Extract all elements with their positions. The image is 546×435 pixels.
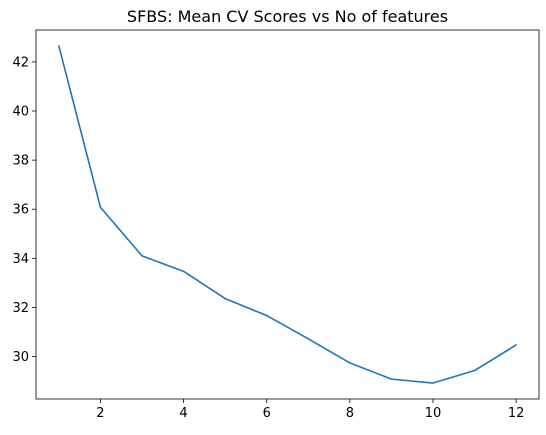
x-axis: 2 4 6 8 10 12 [96, 399, 524, 421]
y-tick-label: 40 [12, 105, 29, 120]
x-tick-label: 10 [425, 406, 442, 421]
series-layer [58, 45, 517, 384]
x-tick-label: 12 [508, 406, 525, 421]
series-line-0 [58, 45, 517, 384]
chart-title: SFBS: Mean CV Scores vs No of features [127, 7, 448, 26]
x-tick-label: 2 [96, 406, 104, 421]
y-tick-label: 34 [12, 252, 29, 267]
y-tick-label: 30 [12, 350, 29, 365]
y-tick-label: 42 [12, 55, 29, 70]
x-tick-label: 4 [179, 406, 187, 421]
x-tick-label: 6 [263, 406, 271, 421]
x-tick-label: 8 [346, 406, 354, 421]
y-axis: 30 32 34 36 38 40 42 [12, 55, 36, 365]
y-tick-label: 32 [12, 301, 29, 316]
y-tick-label: 36 [12, 203, 29, 218]
y-tick-label: 38 [12, 154, 29, 169]
plot-area [35, 29, 540, 400]
